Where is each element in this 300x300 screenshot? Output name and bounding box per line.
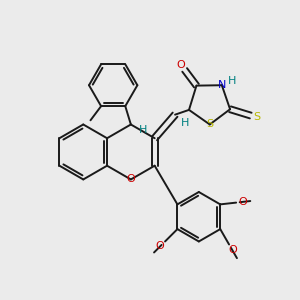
Text: S: S — [253, 112, 260, 122]
Text: O: O — [156, 241, 165, 251]
Text: H: H — [227, 76, 236, 86]
Text: O: O — [177, 60, 185, 70]
Text: O: O — [238, 197, 247, 207]
Text: S: S — [206, 119, 213, 130]
Text: N: N — [218, 80, 226, 90]
Text: H: H — [138, 125, 147, 135]
Text: O: O — [127, 174, 135, 184]
Text: H: H — [181, 118, 189, 128]
Text: O: O — [228, 245, 237, 256]
